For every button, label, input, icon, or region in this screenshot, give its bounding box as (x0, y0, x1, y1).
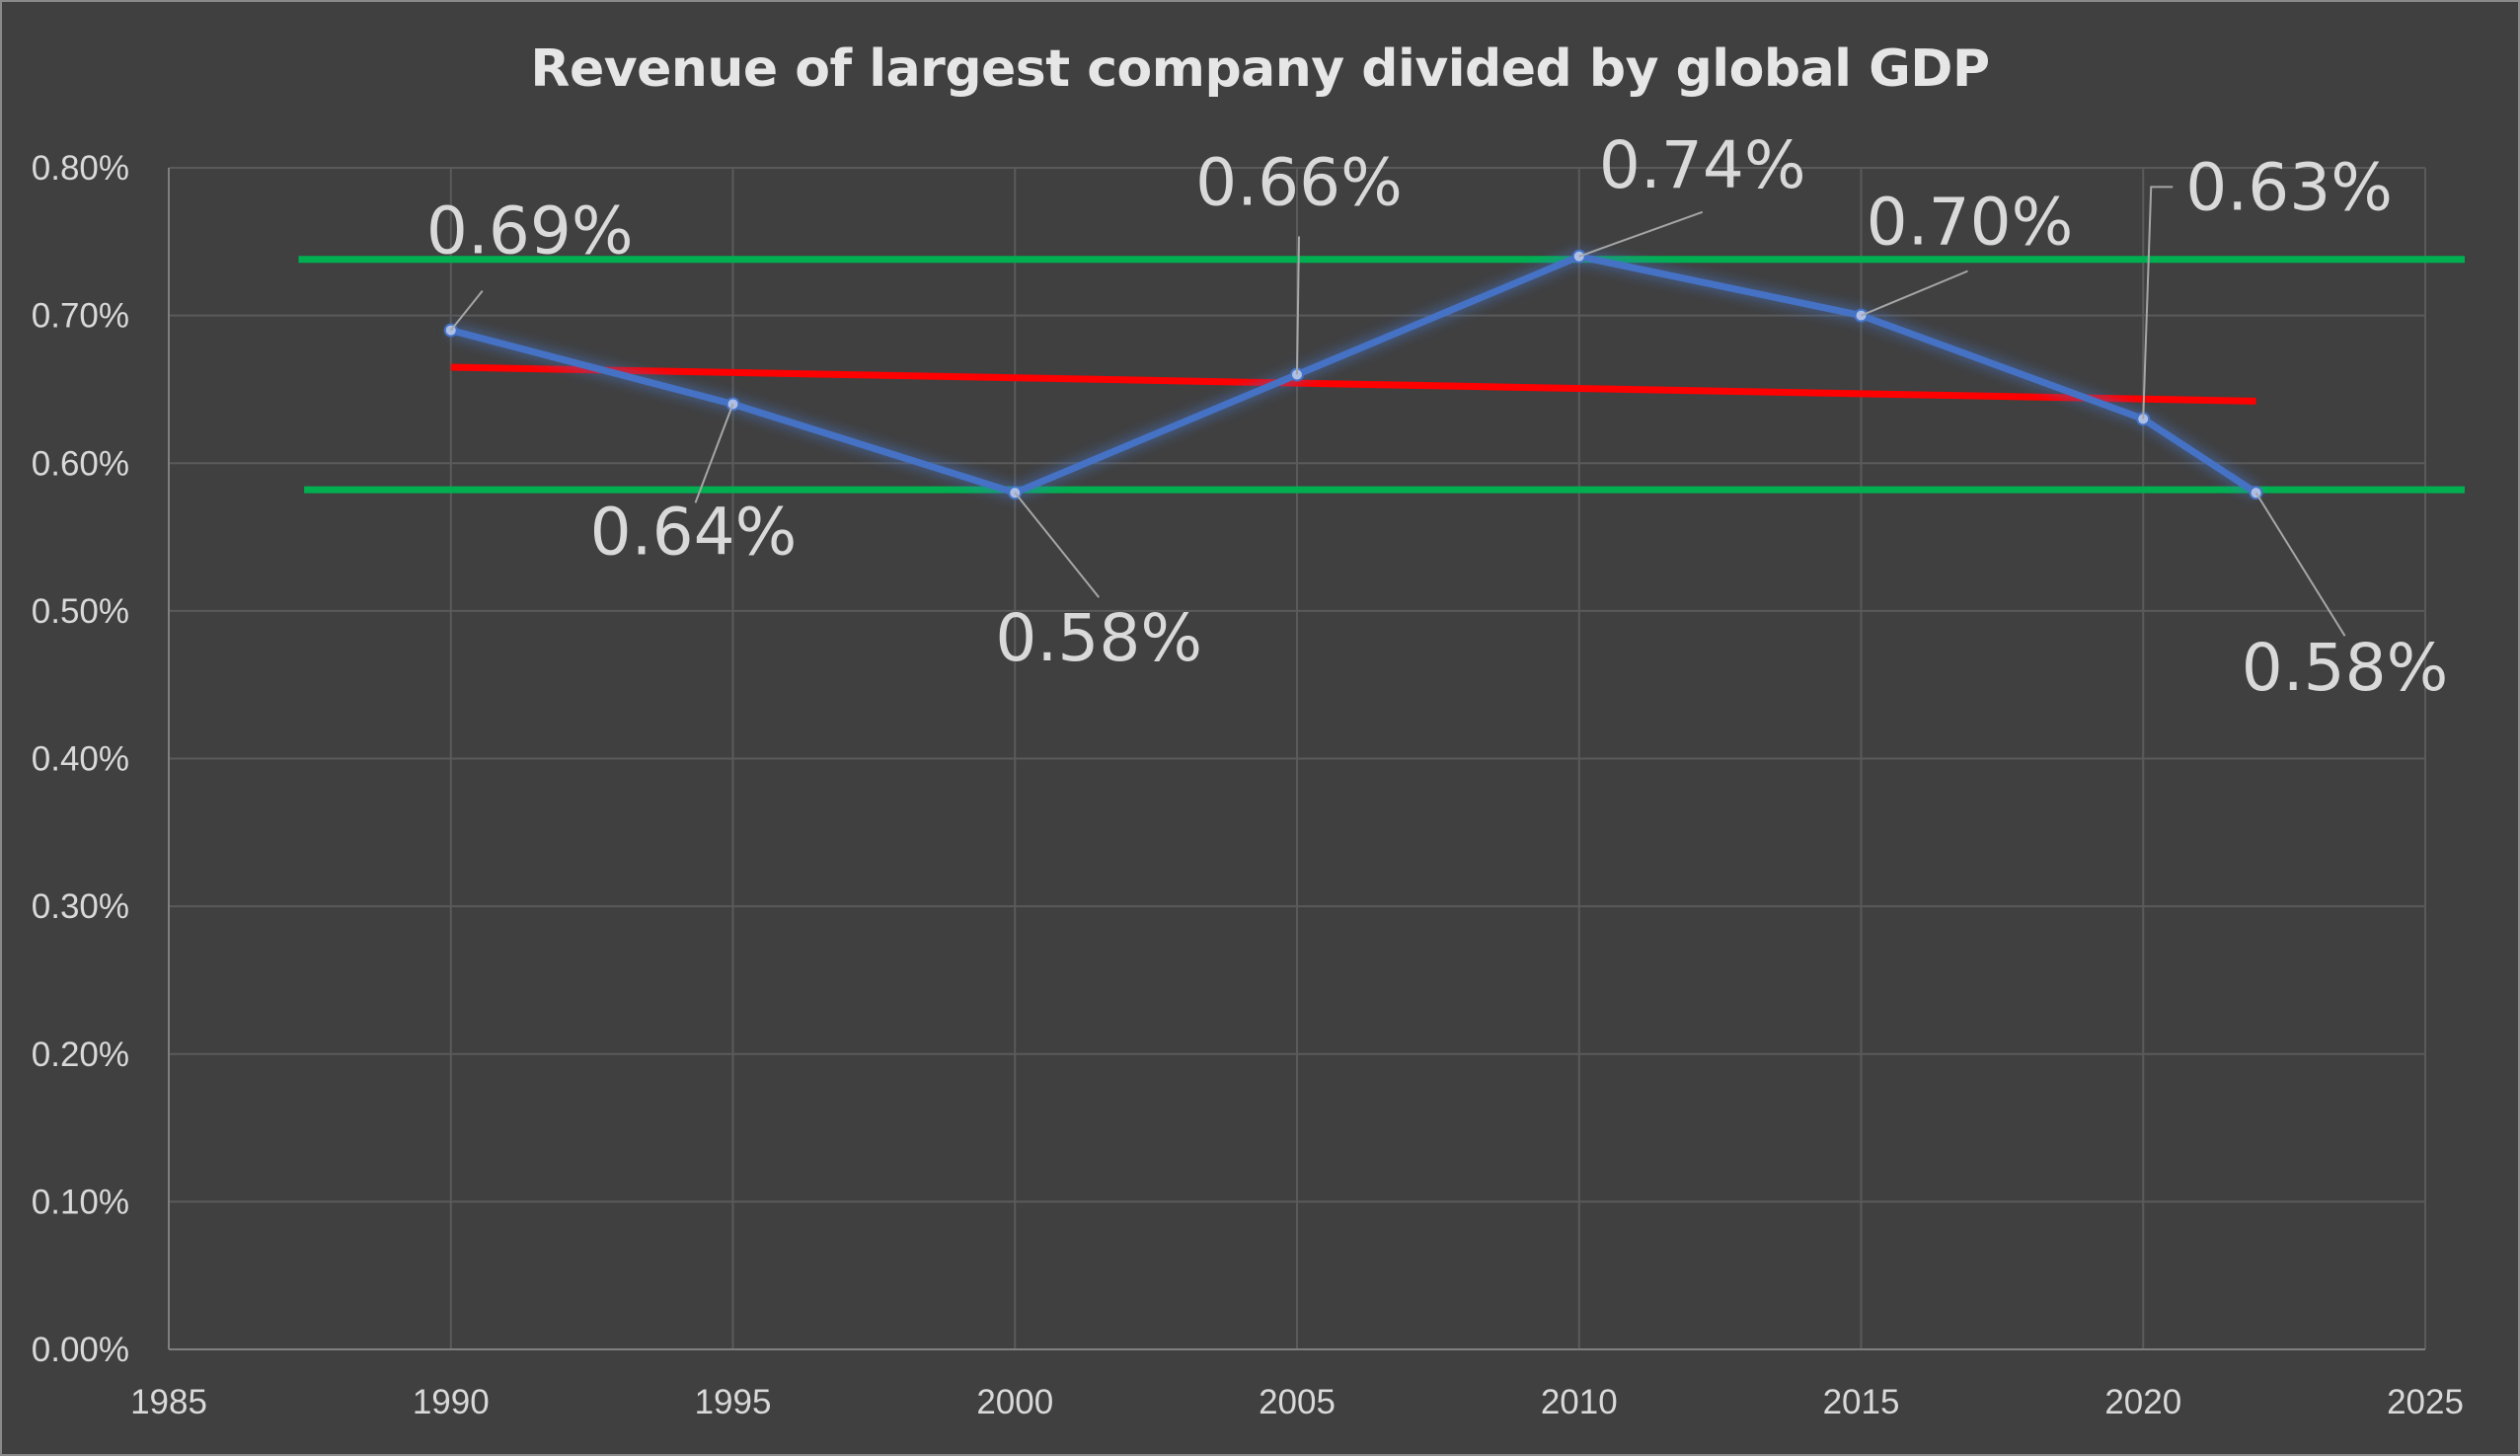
y-tick-label: 0.20% (32, 1035, 129, 1074)
x-tick-label: 2015 (1823, 1383, 1900, 1421)
data-label: 0.58% (2242, 630, 2449, 706)
leader-line (1296, 236, 1300, 375)
data-label: 0.58% (995, 600, 1202, 676)
y-tick-label: 0.10% (32, 1183, 129, 1221)
leader-line (1861, 269, 1968, 317)
data-label: 0.69% (426, 193, 634, 269)
y-tick-label: 0.70% (32, 297, 129, 336)
data-label: 0.70% (1867, 185, 2074, 261)
axes: 0.00% 0.10% 0.20% 0.30% 0.40% 0.50% 0.60% 0.70%… (32, 149, 2464, 1421)
data-label: 0.74% (1599, 127, 1806, 203)
y-tick-label: 0.40% (32, 740, 129, 779)
reference-lines (298, 256, 2466, 494)
leader-line (1014, 492, 1101, 598)
x-tick-label: 2000 (976, 1383, 1053, 1421)
x-tick-label: 1995 (695, 1383, 772, 1421)
data-labels: 0.69% 0.64% 0.58% 0.66% 0.74% 0.70% 0.63% 0.58% (426, 127, 2448, 706)
leader-line (2254, 492, 2346, 637)
leader-line (449, 289, 484, 332)
y-tick-label: 0.80% (32, 149, 129, 188)
chart-title: Revenue of largest company divided by gl… (530, 39, 1990, 99)
data-label: 0.64% (590, 494, 798, 570)
series-line (449, 253, 2258, 497)
leader-line (694, 404, 734, 503)
trend-line (450, 363, 2256, 405)
y-tick-label: 0.50% (32, 592, 129, 631)
y-tick-label: 0.00% (32, 1331, 129, 1369)
y-tick-label: 0.30% (32, 887, 129, 926)
x-tick-label: 1985 (130, 1383, 207, 1421)
leader-line (2142, 186, 2174, 420)
x-tick-label: 2005 (1259, 1383, 1336, 1421)
x-tick-label: 2025 (2387, 1383, 2464, 1421)
gridlines (168, 167, 2426, 1350)
x-tick-label: 2020 (2104, 1383, 2181, 1421)
y-tick-label: 0.60% (32, 444, 129, 483)
data-label: 0.63% (2185, 149, 2393, 225)
leader-line (1578, 210, 1704, 258)
x-tick-label: 1990 (413, 1383, 490, 1421)
data-label: 0.66% (1195, 144, 1403, 220)
x-tick-label: 2010 (1541, 1383, 1618, 1421)
